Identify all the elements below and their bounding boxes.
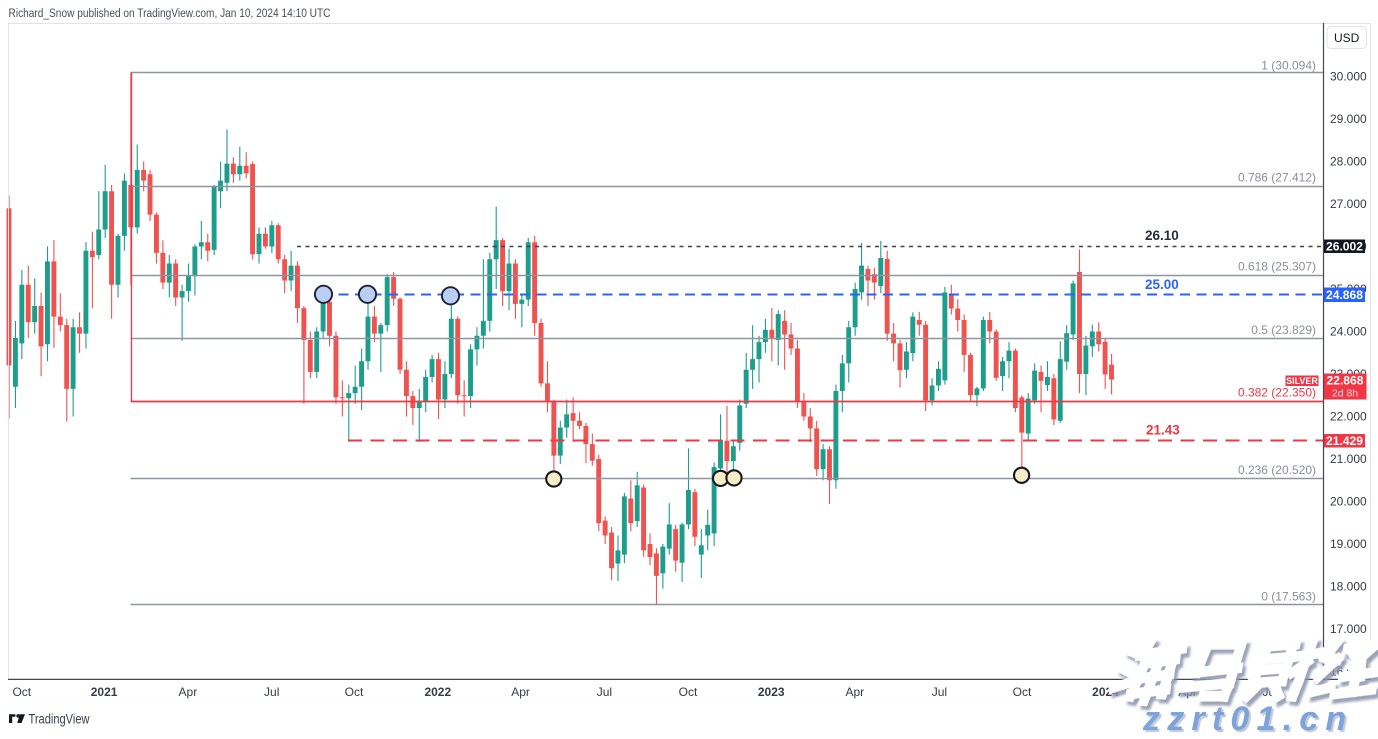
- svg-text:2d 8h: 2d 8h: [1332, 388, 1358, 400]
- svg-text:0.618 (25.307): 0.618 (25.307): [1238, 260, 1316, 274]
- svg-text:30.000: 30.000: [1330, 70, 1367, 84]
- svg-text:17.000: 17.000: [1330, 622, 1367, 636]
- svg-text:22.000: 22.000: [1330, 410, 1367, 424]
- svg-text:Jul: Jul: [597, 685, 612, 699]
- svg-text:18.000: 18.000: [1330, 580, 1367, 594]
- svg-text:27.000: 27.000: [1330, 197, 1367, 211]
- svg-text:0.5 (23.829): 0.5 (23.829): [1251, 323, 1316, 337]
- svg-text:26.002: 26.002: [1326, 242, 1363, 254]
- svg-text:22.868: 22.868: [1327, 376, 1365, 388]
- svg-text:28.000: 28.000: [1330, 155, 1367, 169]
- svg-text:Oct: Oct: [345, 685, 364, 699]
- svg-text:Apr: Apr: [845, 685, 864, 699]
- svg-text:25.00: 25.00: [1145, 277, 1179, 292]
- svg-text:0 (17.563): 0 (17.563): [1261, 590, 1316, 604]
- svg-text:0.786 (27.412): 0.786 (27.412): [1238, 171, 1316, 185]
- svg-text:TradingView: TradingView: [29, 712, 90, 727]
- svg-text:Apr: Apr: [511, 685, 530, 699]
- svg-text:Richard_Snow published on Trad: Richard_Snow published on TradingView.co…: [9, 6, 331, 20]
- svg-text:2023: 2023: [758, 685, 785, 699]
- svg-text:Jul: Jul: [264, 685, 279, 699]
- svg-text:USD: USD: [1334, 31, 1360, 45]
- svg-text:21.000: 21.000: [1330, 452, 1367, 466]
- svg-text:24.000: 24.000: [1330, 325, 1367, 339]
- svg-text:SILVER: SILVER: [1286, 376, 1318, 386]
- svg-text:24.868: 24.868: [1326, 290, 1364, 302]
- svg-text:Oct: Oct: [12, 685, 31, 699]
- svg-text:20.000: 20.000: [1330, 495, 1367, 509]
- svg-text:19.000: 19.000: [1330, 537, 1367, 551]
- svg-text:Apr: Apr: [179, 685, 198, 699]
- svg-text:Oct: Oct: [679, 685, 698, 699]
- svg-text:Oct: Oct: [1013, 685, 1032, 699]
- svg-text:0.382 (22.350): 0.382 (22.350): [1238, 386, 1316, 400]
- svg-text:1 (30.094): 1 (30.094): [1261, 59, 1316, 73]
- svg-text:2022: 2022: [424, 685, 451, 699]
- svg-text:21.429: 21.429: [1326, 436, 1363, 448]
- svg-text:Jul: Jul: [932, 685, 947, 699]
- svg-text:2021: 2021: [91, 685, 118, 699]
- svg-text:21.43: 21.43: [1146, 423, 1180, 438]
- svg-text:29.000: 29.000: [1330, 112, 1367, 126]
- svg-text:26.10: 26.10: [1145, 228, 1179, 243]
- svg-text:0.236 (20.520): 0.236 (20.520): [1238, 463, 1316, 477]
